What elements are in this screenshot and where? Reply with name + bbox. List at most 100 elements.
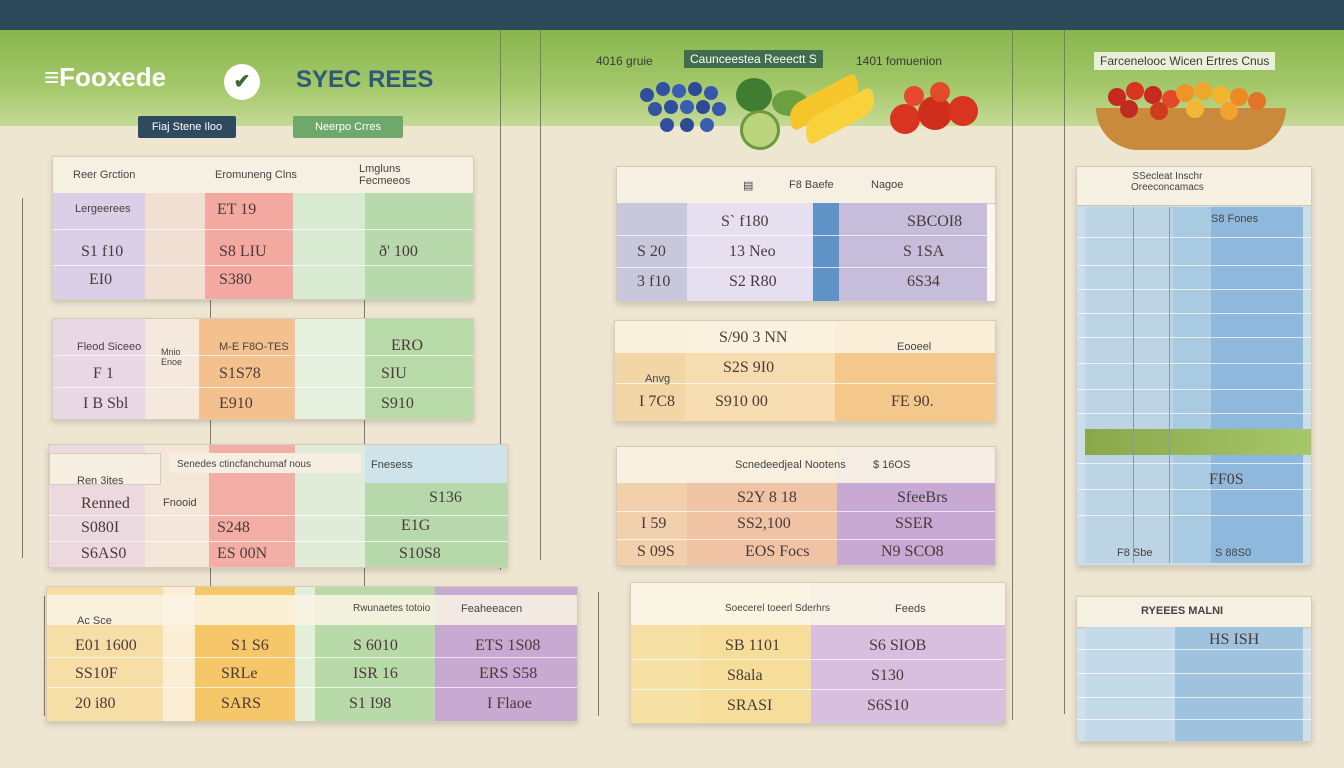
caption-a: 4016 gruie xyxy=(596,54,653,68)
tag-mid[interactable]: Neerpo Crres xyxy=(293,116,403,138)
table-cell: ERO xyxy=(391,337,423,354)
table-cell: E01 1600 xyxy=(75,637,137,654)
table-cell: ES 00N xyxy=(217,545,268,562)
connector-line xyxy=(598,592,599,716)
table-cell: N9 SCO8 xyxy=(881,543,944,560)
table-cell: F 1 xyxy=(93,365,114,382)
mid-table-1: ▤ F8 Baefe Nagoe S` f180 SBCOI8 S 20 13 … xyxy=(616,166,996,302)
header-cell: Eromuneng Clns xyxy=(215,169,297,181)
table-cell: ð' 100 xyxy=(379,243,418,260)
table-cell: S6AS0 xyxy=(81,545,127,562)
table-cell: S6 SIOB xyxy=(869,637,927,654)
header-cell: Ren 3ites xyxy=(77,475,124,487)
table-cell: S10S8 xyxy=(399,545,441,562)
table-cell: SB 1101 xyxy=(725,637,780,654)
connector-line xyxy=(540,30,541,560)
table-cell: Lergeerees xyxy=(75,203,131,215)
table-cell: S` f180 xyxy=(721,213,769,230)
table-cell: S248 xyxy=(217,519,250,536)
table-cell: SRASI xyxy=(727,697,773,714)
document-icon: ▤ xyxy=(743,180,754,192)
table-cell: EI0 xyxy=(89,271,113,288)
tag-left[interactable]: Fiaj Stene Iloo xyxy=(138,116,236,138)
table-cell: Fnooid xyxy=(163,497,197,509)
table-cell: S910 xyxy=(381,395,414,412)
right-table-2: RYEEES MALNI HS ISH xyxy=(1076,596,1312,742)
table-cell: S 6010 xyxy=(353,637,398,654)
table-cell: S1S78 xyxy=(219,365,261,382)
table-cell: S 1SA xyxy=(903,243,945,260)
header-cell: F8 Baefe xyxy=(789,179,834,191)
table-cell: FF0S xyxy=(1209,471,1244,488)
table-header: ▤ F8 Baefe Nagoe xyxy=(617,167,995,204)
table-cell: ERS S58 xyxy=(479,665,538,682)
connector-line xyxy=(500,30,501,570)
table-cell: S2Y 8 18 xyxy=(737,489,797,506)
left-table-4: Ac Sce Rwunaetes totoio Feaheeacen E01 1… xyxy=(46,586,578,722)
table-cell: S8 Fones xyxy=(1211,213,1259,225)
caption-c: 1401 fomuenion xyxy=(856,54,943,68)
mid-table-2: S/90 3 NN Eooeel S2S 9I0 Anvg I 7C8 S910… xyxy=(614,320,996,422)
header-cell: S/90 3 NN xyxy=(719,329,788,346)
table-cell: S080I xyxy=(81,519,120,536)
header-cell: M-E F8O-TES xyxy=(219,341,289,353)
table-cell: I Flaoe xyxy=(487,695,532,712)
table-cell: FE 90. xyxy=(891,393,934,410)
right-table-1: SSecleat Inschr Oreeconcamacs S8 Fones F… xyxy=(1076,166,1312,566)
header-cell: Rwunaetes totoio xyxy=(353,603,431,614)
table-cell: 3 f10 xyxy=(637,273,671,290)
top-bar xyxy=(0,0,1344,30)
table-cell: HS ISH xyxy=(1209,631,1260,648)
header-cell: $ 16OS xyxy=(873,459,911,471)
connector-line xyxy=(1064,30,1065,714)
caption-right: Farcenelooc Wicen Ertres Cnus xyxy=(1094,52,1276,70)
connector-line xyxy=(44,596,45,716)
header-cell: Feeds xyxy=(895,603,926,615)
table-header: Reer Grction Eromuneng Clns Lmgluns Fecm… xyxy=(53,157,473,194)
table-cell: S8ala xyxy=(727,667,763,684)
table-cell: S1 S6 xyxy=(231,637,269,654)
table-cell: E910 xyxy=(219,395,253,412)
table-cell: I 7C8 xyxy=(639,393,675,410)
table-cell: S130 xyxy=(871,667,904,684)
left-table-2: Fleod Siceeo Mnio Enoe M-E F8O-TES ERO F… xyxy=(52,318,474,420)
table-cell: I B Sbl xyxy=(83,395,129,412)
table-cell: I 59 xyxy=(641,515,667,532)
header-cell: Eooeel xyxy=(897,341,932,353)
table-cell: S 20 xyxy=(637,243,666,260)
table-cell: SSER xyxy=(895,515,934,532)
table-cell: Renned xyxy=(81,495,130,512)
table-cell: S8 LIU xyxy=(219,243,267,260)
table-cell: SfeeBrs xyxy=(897,489,948,506)
table-cell: SS10F xyxy=(75,665,118,682)
logo-text: ≡Fooxede xyxy=(44,62,167,92)
table-cell: SIU xyxy=(381,365,407,382)
header-cell: Mnio Enoe xyxy=(161,347,183,367)
table-cell: S380 xyxy=(219,271,252,288)
table-cell: 13 Neo xyxy=(729,243,776,260)
table-cell: S136 xyxy=(429,489,462,506)
header-cell: Senedes ctincfanchumaf nous xyxy=(177,459,311,470)
header-cell: Lmgluns Fecmeeos xyxy=(359,163,411,187)
table-cell: ETS 1S08 xyxy=(475,637,541,654)
header-cell: Reer Grction xyxy=(73,169,136,181)
connector-line xyxy=(1012,30,1013,720)
header-cell: Scnedeedjeal Nootens xyxy=(735,459,846,471)
check-icon: ✔ xyxy=(224,64,260,100)
header-cell: RYEEES MALNI xyxy=(1141,605,1224,617)
header-cell: Ac Sce xyxy=(77,615,112,627)
table-cell: S6S10 xyxy=(867,697,909,714)
mid-table-3: Scnedeedjeal Nootens $ 16OS S2Y 8 18 Sfe… xyxy=(616,446,996,566)
header-cell: Soecerel toeerl Sderhrs xyxy=(725,603,831,614)
table-cell: S 09S xyxy=(637,543,675,560)
table-cell: SBCOI8 xyxy=(907,213,963,230)
header-cell: Fleod Siceeo xyxy=(77,341,142,353)
header-cell: Fnesess xyxy=(371,459,413,471)
table-cell: ET 19 xyxy=(217,201,257,218)
connector-line xyxy=(22,198,23,558)
caption-b: Caunceestea Reeectt S xyxy=(684,50,823,68)
table-cell: S910 00 xyxy=(715,393,768,410)
left-table-3: Ren 3ites Senedes ctincfanchumaf nous Fn… xyxy=(48,444,508,568)
table-cell: ISR 16 xyxy=(353,665,398,682)
header-cell: Nagoe xyxy=(871,179,904,191)
